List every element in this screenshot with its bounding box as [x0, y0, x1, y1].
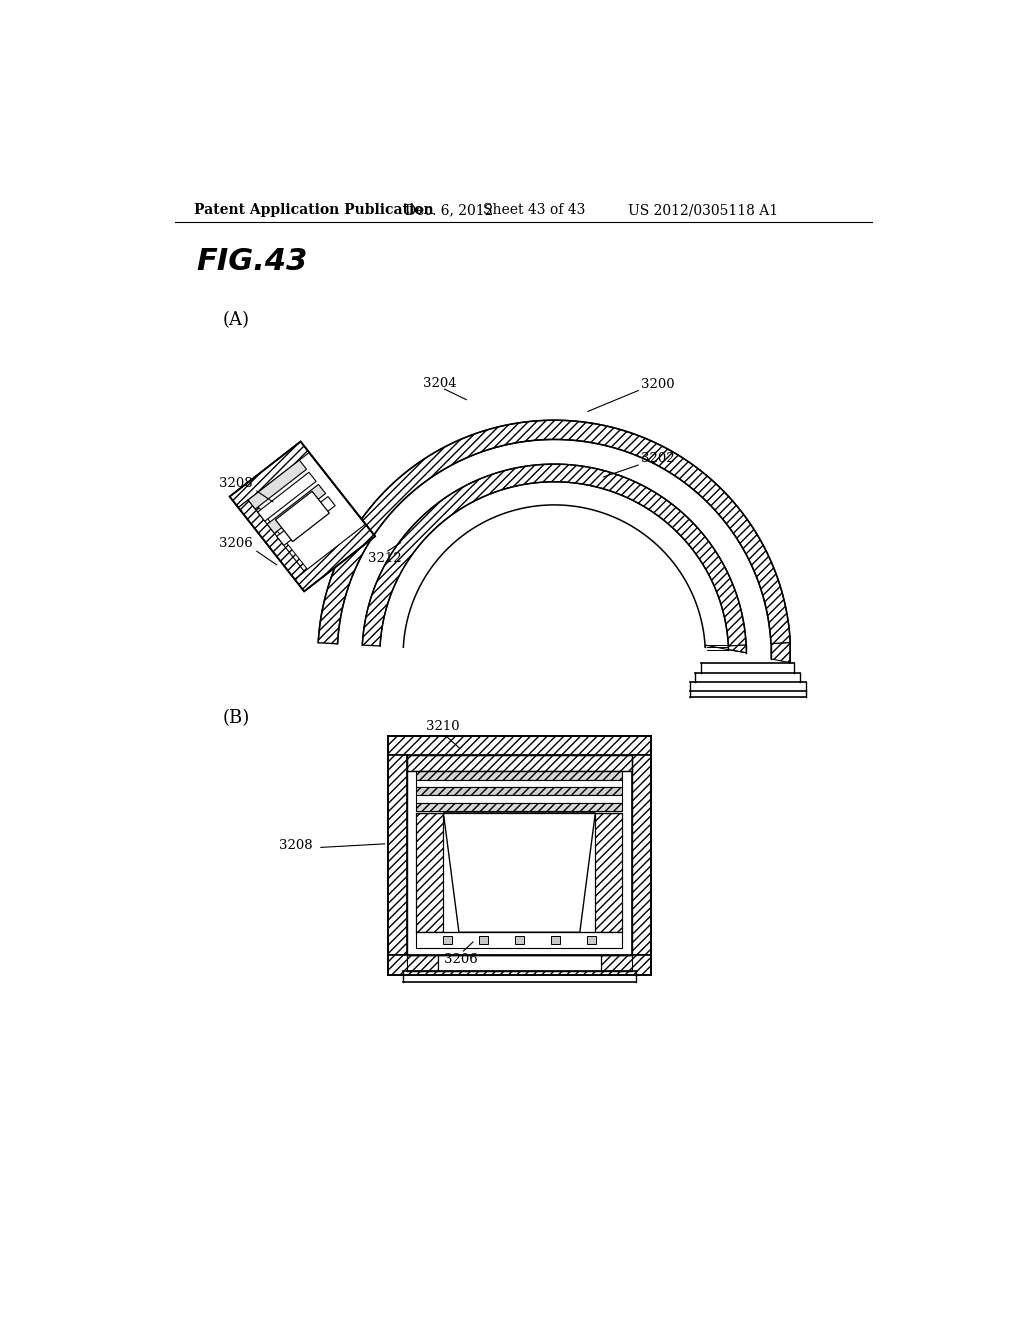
Polygon shape: [595, 813, 623, 932]
Polygon shape: [362, 465, 746, 645]
Polygon shape: [318, 420, 791, 644]
Polygon shape: [443, 813, 595, 932]
Text: FIG.43: FIG.43: [197, 247, 307, 276]
Polygon shape: [229, 442, 309, 507]
Polygon shape: [267, 484, 326, 533]
Polygon shape: [388, 737, 651, 755]
Text: (B): (B): [222, 709, 250, 727]
Polygon shape: [479, 936, 488, 944]
Text: 3206: 3206: [219, 537, 253, 550]
Text: 3208: 3208: [280, 838, 312, 851]
Polygon shape: [417, 795, 623, 803]
Polygon shape: [407, 956, 438, 970]
Text: Patent Application Publication: Patent Application Publication: [194, 203, 433, 216]
Text: (A): (A): [222, 312, 250, 329]
Text: 3202: 3202: [641, 453, 675, 465]
Polygon shape: [587, 936, 596, 944]
Polygon shape: [728, 645, 746, 653]
Text: Sheet 43 of 43: Sheet 43 of 43: [483, 203, 586, 216]
Polygon shape: [417, 788, 623, 795]
Polygon shape: [515, 936, 524, 944]
Polygon shape: [239, 500, 304, 579]
Polygon shape: [417, 813, 443, 932]
Polygon shape: [338, 440, 771, 645]
Polygon shape: [417, 803, 623, 810]
Polygon shape: [417, 771, 623, 780]
Polygon shape: [295, 524, 375, 591]
Text: 3212: 3212: [369, 552, 401, 565]
Polygon shape: [771, 643, 791, 663]
Polygon shape: [417, 932, 623, 948]
Polygon shape: [438, 956, 601, 970]
Polygon shape: [407, 755, 632, 771]
Polygon shape: [601, 956, 632, 970]
Polygon shape: [258, 473, 316, 521]
Text: 3210: 3210: [426, 721, 460, 733]
Text: 3204: 3204: [423, 376, 456, 389]
Polygon shape: [443, 936, 453, 944]
Polygon shape: [276, 496, 335, 545]
Text: 3200: 3200: [641, 378, 675, 391]
Text: 3208: 3208: [219, 477, 253, 490]
Text: 3206: 3206: [444, 953, 478, 966]
Polygon shape: [388, 956, 651, 974]
Polygon shape: [380, 482, 728, 647]
Polygon shape: [248, 461, 306, 510]
Text: Dec. 6, 2012: Dec. 6, 2012: [406, 203, 494, 216]
Polygon shape: [388, 755, 407, 956]
Text: US 2012/0305118 A1: US 2012/0305118 A1: [628, 203, 778, 216]
Polygon shape: [417, 780, 623, 788]
Polygon shape: [632, 755, 651, 956]
Polygon shape: [229, 442, 375, 591]
Polygon shape: [229, 487, 316, 591]
Polygon shape: [275, 491, 330, 541]
Polygon shape: [551, 936, 560, 944]
Polygon shape: [318, 420, 791, 647]
